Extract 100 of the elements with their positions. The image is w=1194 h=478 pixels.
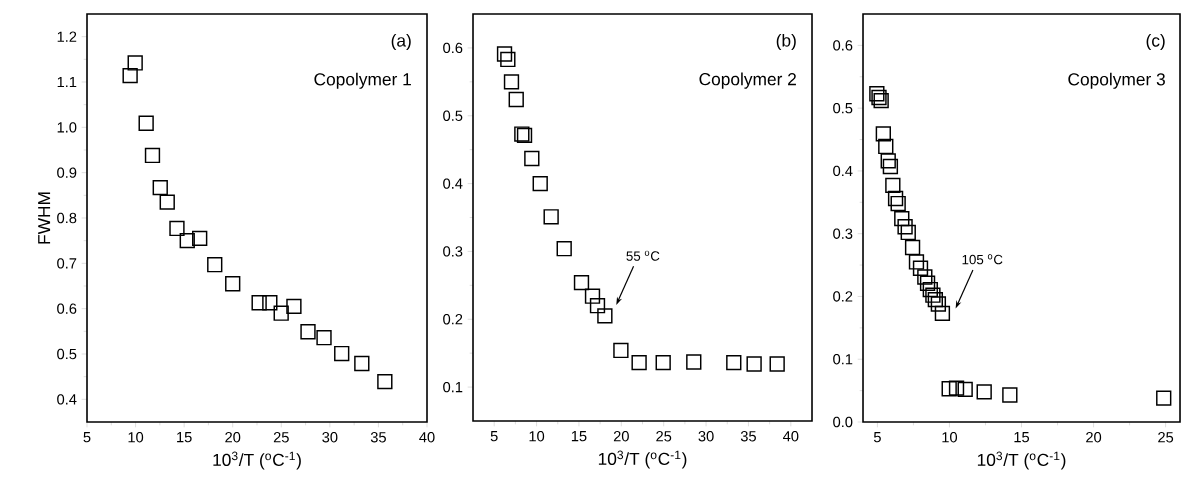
y-tick-label: 0.5 — [443, 110, 463, 121]
point — [207, 257, 223, 273]
y-tick-label: 1.0 — [57, 122, 77, 133]
y-tick-label: 0.1 — [833, 354, 853, 365]
point — [262, 295, 278, 311]
point — [225, 276, 241, 292]
point — [584, 288, 601, 304]
point — [912, 260, 929, 276]
point — [500, 51, 516, 68]
point — [880, 153, 896, 169]
x-tick-label: 25 — [656, 431, 672, 442]
point — [179, 232, 195, 249]
point — [890, 195, 906, 212]
point — [922, 281, 938, 298]
y-tick-label: 0.7 — [57, 258, 77, 269]
point — [925, 287, 941, 303]
point — [496, 46, 513, 62]
x-tick-label: 30 — [698, 431, 714, 442]
x-tick-label: 15 — [571, 431, 587, 442]
point — [976, 384, 992, 400]
y-tick-label: 0.4 — [443, 178, 463, 189]
point — [589, 298, 606, 314]
y-tick-label: 0.2 — [833, 291, 853, 302]
point — [655, 354, 671, 371]
point — [686, 354, 702, 370]
point — [904, 239, 921, 256]
y-tick-label: 1.2 — [57, 31, 77, 42]
y-tick-label: 0.3 — [833, 228, 853, 239]
x-tick-label: 10 — [128, 432, 144, 443]
x-tick-label: 30 — [322, 432, 338, 443]
point — [286, 298, 302, 315]
point — [875, 126, 891, 142]
point — [169, 220, 185, 237]
point — [377, 373, 393, 390]
point — [934, 305, 951, 322]
x-tick-label: 15 — [1014, 432, 1030, 443]
x-tick-label: 15 — [177, 432, 192, 443]
x-tick-label: 20 — [225, 432, 241, 443]
point — [334, 345, 350, 362]
point — [919, 275, 936, 291]
point — [556, 241, 572, 257]
x-axis-title: 10$^{3}$/T ($^{o}$C$^{-1}$) — [977, 451, 1066, 470]
x-tick-label: 10 — [942, 432, 958, 443]
point — [532, 175, 548, 192]
point — [746, 356, 762, 372]
point — [908, 254, 925, 270]
annotation: (a) — [391, 33, 411, 51]
y-tick-label: 0.0 — [833, 416, 853, 428]
point — [1156, 390, 1172, 406]
point — [869, 86, 885, 102]
x-tick-label: 20 — [613, 431, 629, 442]
point — [122, 67, 138, 84]
point — [251, 295, 267, 311]
point — [957, 381, 973, 398]
y-tick-label: 1.1 — [57, 76, 77, 88]
point — [878, 138, 894, 155]
y-tick-label: 0.6 — [833, 40, 853, 51]
point — [503, 74, 520, 90]
x-tick-label: 5 — [873, 432, 881, 443]
point — [769, 356, 785, 372]
x-axis-title: 10$^{3}$/T ($^{o}$C$^{-1}$) — [598, 450, 687, 469]
point — [524, 150, 540, 167]
y-tick-label: 0.6 — [443, 42, 463, 54]
point — [726, 354, 742, 371]
point — [941, 381, 957, 397]
annotation: (c) — [1146, 33, 1165, 51]
point — [152, 179, 168, 196]
y-tick-label: 0.2 — [443, 314, 463, 325]
y-tick-label: 0.4 — [833, 165, 853, 177]
annotation: Copolymer 2 — [699, 72, 796, 89]
x-tick-label: 20 — [1086, 432, 1102, 443]
point — [900, 224, 916, 241]
x-tick-label: 25 — [273, 432, 289, 443]
point — [885, 177, 901, 194]
point — [597, 308, 613, 324]
point — [887, 190, 904, 207]
annotation: 55 $^{o}$C — [626, 250, 660, 261]
y-tick-label: 0.4 — [57, 394, 77, 405]
point — [543, 209, 559, 225]
y-tick-label: 0.1 — [443, 381, 463, 393]
point — [631, 354, 647, 371]
annotation: (b) — [776, 33, 796, 51]
point — [613, 342, 629, 359]
point — [930, 296, 947, 312]
point — [1002, 387, 1018, 403]
point — [316, 330, 332, 346]
point — [948, 380, 965, 396]
point — [573, 274, 590, 291]
point — [894, 210, 910, 227]
point — [354, 355, 370, 372]
point — [273, 305, 289, 321]
point — [917, 269, 933, 285]
point — [159, 194, 175, 210]
x-tick-label: 5 — [490, 431, 498, 442]
x-tick-label: 35 — [370, 432, 386, 443]
y-tick-label: 0.6 — [57, 303, 77, 314]
x-tick-label: 10 — [529, 431, 545, 442]
y-tick-label: 0.8 — [57, 212, 77, 224]
annotation: Copolymer 1 — [314, 72, 411, 89]
point — [882, 158, 899, 175]
